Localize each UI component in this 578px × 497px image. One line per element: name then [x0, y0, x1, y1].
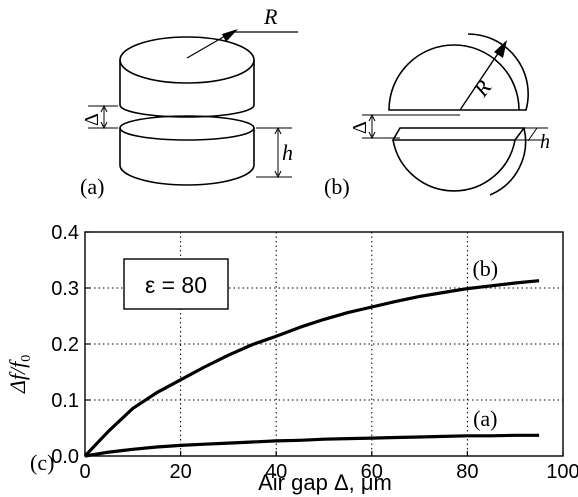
diagram-b-height-label: h [540, 131, 550, 153]
x-tick-label: 0 [79, 461, 90, 483]
y-axis-label-sub: 0 [19, 355, 34, 362]
series-label-a: (a) [473, 406, 497, 431]
bottom-cylinder-side [119, 128, 255, 186]
y-tick-label: 0.0 [51, 446, 79, 468]
x-axis-label: Air gap Δ, μm [258, 470, 392, 495]
panel-c-label: (c) [30, 450, 54, 475]
x-tick-label: 100 [546, 461, 578, 483]
bottom-cylinder-top-face [119, 115, 255, 141]
tick-layer: 0 20 40 60 80 100 0.0 0.1 0.2 0.3 0.4 [51, 222, 578, 483]
y-axis-label: Δf/f0 [5, 355, 34, 394]
diagram-b-panel-label: (b) [324, 174, 350, 199]
series-line-b [83, 279, 540, 458]
lower-half-cylinder-top-face [391, 127, 526, 141]
radius-line [459, 45, 504, 111]
height-arrow-head-up [274, 126, 282, 135]
x-tick-label: 60 [361, 461, 383, 483]
lower-half-cylinder-depth [489, 127, 527, 196]
x-tick-label: 20 [169, 461, 191, 483]
top-cylinder-side [119, 60, 255, 118]
diagram-b [362, 33, 548, 196]
x-tick-label: 40 [265, 461, 287, 483]
diagram-b-radius-label: R [468, 75, 497, 102]
gap-arrow-head-down [100, 121, 108, 130]
height-arrow-head-down [274, 170, 282, 179]
gap-arrow-head-up [368, 113, 376, 122]
series-label-b: (b) [472, 256, 498, 281]
gap-arrow-head-down [368, 131, 376, 140]
y-tick-label: 0.3 [51, 278, 79, 300]
diagram-b-gap-label: Δ [349, 121, 371, 134]
lower-half-cylinder [392, 139, 516, 192]
y-tick-label: 0.2 [51, 334, 79, 356]
height-arrow [527, 127, 538, 142]
annotation-box [123, 258, 229, 310]
gap-arrow-head-up [100, 104, 108, 113]
y-tick-label: 0.4 [51, 222, 79, 244]
diagram-a-gap-label: Δ [81, 113, 103, 126]
diagram-a-panel-label: (a) [80, 174, 104, 199]
radius-arrow-head [222, 29, 238, 42]
annotation-text: ε = 80 [145, 272, 207, 298]
diagram-a [88, 29, 298, 186]
diagram-a-height-label: h [282, 140, 293, 165]
series-layer: (b) (a) [83, 256, 540, 458]
upper-half-cylinder [388, 44, 520, 111]
series-line-a [84, 433, 540, 458]
diagram-a-radius-label: R [263, 4, 278, 29]
top-cylinder-top-face [119, 36, 255, 84]
chart: (b) (a) 0 20 40 60 80 100 0.0 0.1 0.2 0.3 0.4 ε = 8… [5, 222, 578, 495]
x-tick-label: 80 [456, 461, 478, 483]
y-axis-label-main: Δf/f [5, 359, 30, 394]
y-tick-label: 0.1 [51, 390, 79, 412]
upper-half-cylinder-depth [467, 33, 529, 111]
radius-arrow-head [494, 40, 507, 58]
